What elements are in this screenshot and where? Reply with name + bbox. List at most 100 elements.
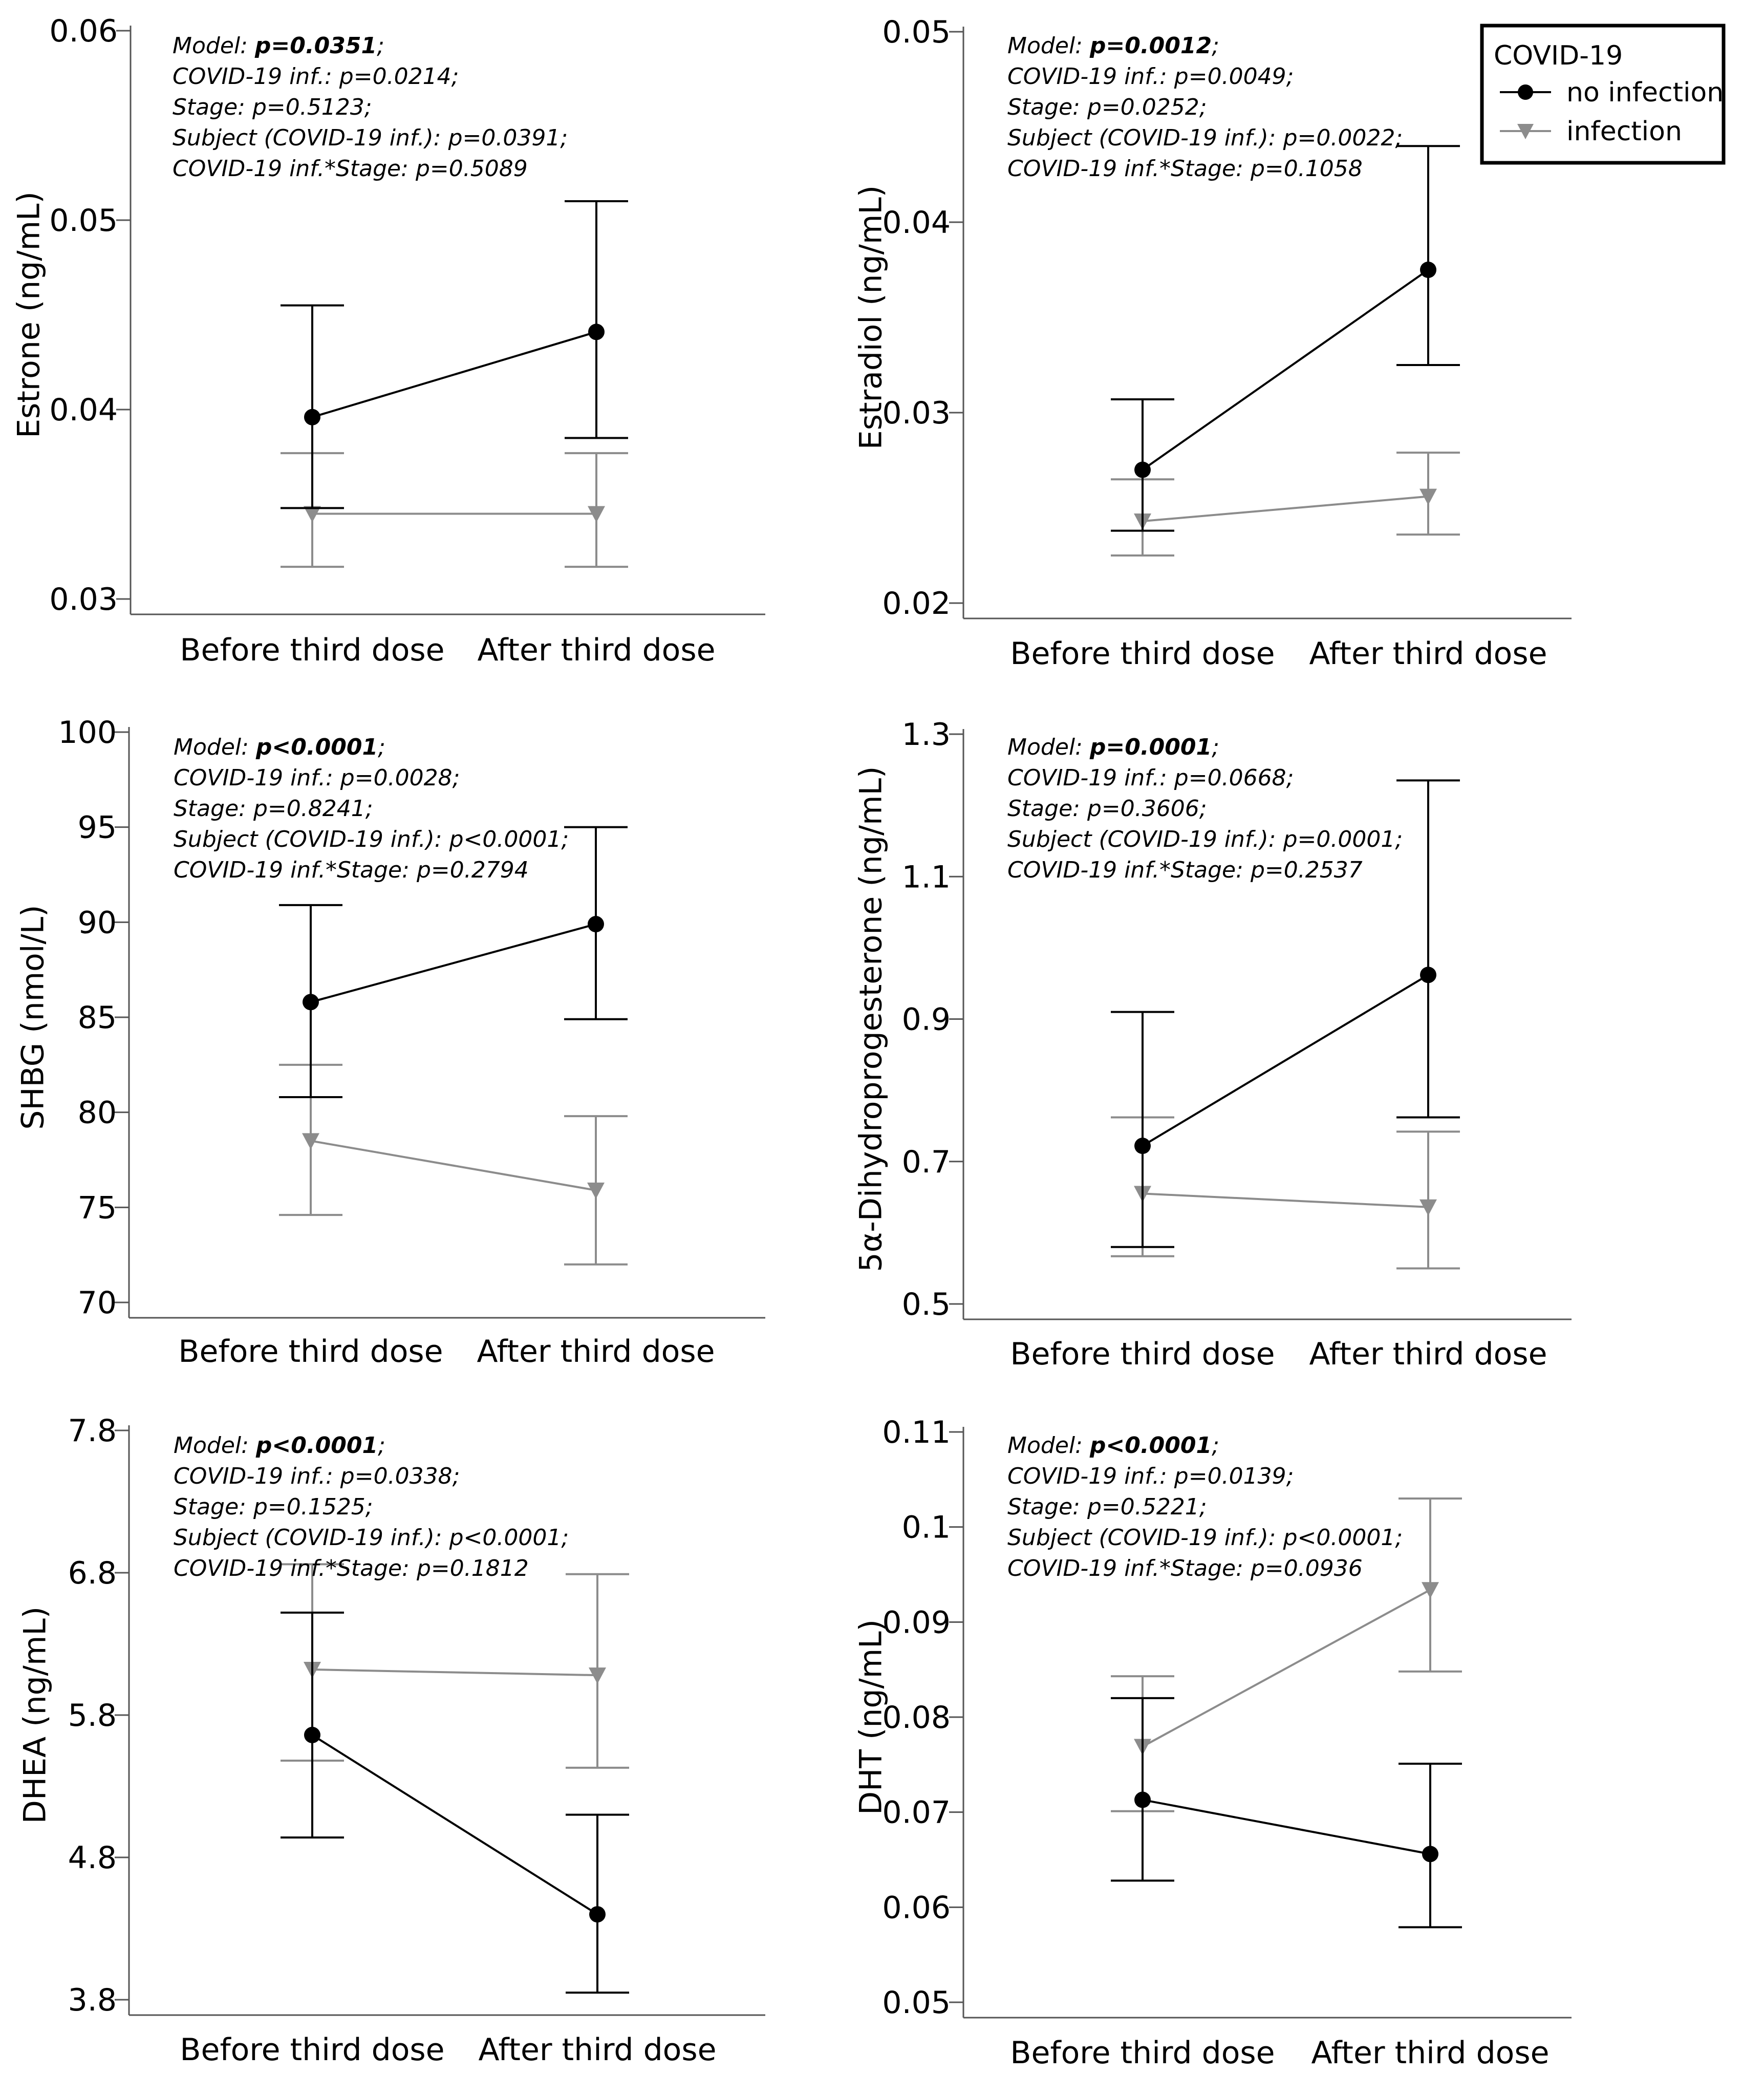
stat-label: COVID-19 inf.: [174,1463,340,1489]
stat-value: p=0.0028 [340,765,453,791]
series-no-infection [279,826,628,1098]
stat-value: p=0.0338 [340,1463,453,1489]
stat-label: Subject (COVID-19 inf.): [1007,826,1283,852]
stat-suffix: ; [1286,1463,1294,1489]
stat-annotation: Subject (COVID-19 inf.): p=0.0391; [173,125,568,151]
stat-suffix: ; [1199,1494,1207,1520]
stat-suffix: ; [378,734,385,760]
stat-label: Stage: [1007,1494,1087,1520]
y-tick-label: 0.03 [882,395,951,431]
x-category-label: Before third dose [180,2032,444,2068]
stat-annotation: COVID-19 inf.*Stage: p=0.2794 [174,857,529,883]
y-tick-label: 0.05 [49,203,118,239]
y-tick-label: 6.8 [68,1555,117,1591]
stat-suffix: ; [1199,94,1207,120]
y-tick-label: 0.1 [902,1510,951,1546]
stat-annotation: COVID-19 inf.: p=0.0049; [1007,63,1294,90]
stat-annotation: Stage: p=0.1525; [174,1494,373,1520]
stat-value: p=0.0351 [254,33,377,59]
series-infection [281,1563,629,1769]
y-tick-label: 0.04 [49,392,118,428]
data-point [588,324,605,340]
series-infection [1111,452,1460,557]
stat-suffix: ; [1395,826,1403,852]
series-no-infection [1111,145,1460,532]
chart-panel-4: 0.5 0.7 0.9 1.1 1.3 5α-Dihydroprogesterone (n… [853,717,1572,1372]
y-tick-label: 1.3 [902,717,951,753]
stat-annotation: COVID-19 inf.: p=0.0338; [174,1463,460,1489]
x-category-label: Before third dose [1010,2035,1275,2071]
y-tick-label: 0.09 [882,1604,951,1640]
stat-value: p<0.0001 [449,1525,562,1551]
stat-suffix: ; [378,1432,385,1459]
stat-label: COVID-19 inf.: [174,765,340,791]
stat-label: Subject (COVID-19 inf.): [1007,125,1283,151]
stat-annotation: COVID-19 inf.: p=0.0668; [1007,765,1294,791]
legend-entry-no-infection: no infection [1500,77,1724,108]
y-tick-label: 0.06 [882,1890,951,1925]
x-category-label: After third dose [1311,2035,1549,2071]
stat-suffix: ; [364,94,372,120]
y-tick-label: 0.7 [902,1144,951,1180]
stat-suffix: ; [365,1494,373,1520]
y-tick-label: 3.8 [68,1982,117,2018]
data-point [304,506,321,523]
data-point [304,409,320,425]
stat-annotation: Stage: p=0.0252; [1007,94,1207,120]
y-axis-label: Estrone (ng/mL) [11,191,47,438]
stat-label: COVID-19 inf.: [1007,63,1174,90]
stat-label: Model: [1007,33,1090,59]
stat-value: p=0.3606 [1087,796,1199,822]
x-category-label: After third dose [1309,1336,1547,1372]
stat-label: Stage: [1007,94,1087,120]
stat-label: COVID-19 inf.*Stage: [174,1555,417,1581]
data-point [304,1726,320,1743]
legend-marker [1518,84,1533,100]
data-point [588,506,605,523]
stat-value: p=0.0001 [1283,826,1395,852]
y-axis-label: DHT (ng/mL) [853,1619,889,1815]
y-tick-label: 1.1 [902,859,951,895]
stat-label: Stage: [174,1494,253,1520]
series-line [1142,1799,1431,1855]
y-tick-label: 0.06 [49,13,118,49]
stat-label: Subject (COVID-19 inf.): [173,125,448,151]
stat-suffix: ; [1395,125,1403,151]
series-infection [1111,1497,1462,1812]
stat-annotation: Subject (COVID-19 inf.): p<0.0001; [1007,1525,1403,1551]
stat-suffix: ; [1286,765,1294,791]
stat-annotation: Stage: p=0.8241; [174,796,373,822]
x-category-label: After third dose [477,632,715,668]
stat-annotation: COVID-19 inf.*Stage: p=0.5089 [173,156,528,182]
stat-label: Model: [1007,734,1090,760]
y-tick-label: 100 [58,715,117,751]
legend-title: COVID-19 [1494,40,1623,71]
stat-annotation: Model: p<0.0001; [174,1432,385,1459]
stat-label: Subject (COVID-19 inf.): [1007,1525,1283,1551]
stat-annotation: COVID-19 inf.: p=0.0028; [174,765,460,791]
series-no-infection [281,200,628,509]
y-tick-label: 5.8 [68,1698,117,1734]
stat-annotation: Model: p=0.0012; [1007,33,1219,59]
stat-annotation: Model: p<0.0001; [1007,1432,1219,1459]
stat-annotation: Model: p=0.0001; [1007,734,1219,760]
stat-suffix: ; [365,796,373,822]
stat-value: p=0.0139 [1174,1463,1286,1489]
stat-annotation: COVID-19 inf.*Stage: p=0.0936 [1007,1555,1363,1581]
series-no-infection [1111,779,1460,1248]
stat-label: COVID-19 inf.*Stage: [174,857,417,883]
stat-value: p=0.0022 [1283,125,1395,151]
stat-suffix: ; [1212,734,1219,760]
stat-suffix: ; [377,33,384,59]
stat-label: COVID-19 inf.*Stage: [1007,1555,1251,1581]
stat-label: Subject (COVID-19 inf.): [174,826,449,852]
stat-label: Stage: [1007,796,1087,822]
stat-annotation: Subject (COVID-19 inf.): p<0.0001; [174,826,569,852]
y-tick-label: 0.03 [49,582,118,617]
stat-value: p=0.5123 [252,94,364,120]
x-category-label: After third dose [478,2032,716,2068]
chart-panel-3: 70 75 80 85 90 95 100 SHBG (nmol/L) Before third… [15,715,765,1370]
x-category-label: After third dose [1309,636,1547,672]
stat-value: p=0.0012 [1089,33,1212,59]
series-line [311,1734,598,1915]
